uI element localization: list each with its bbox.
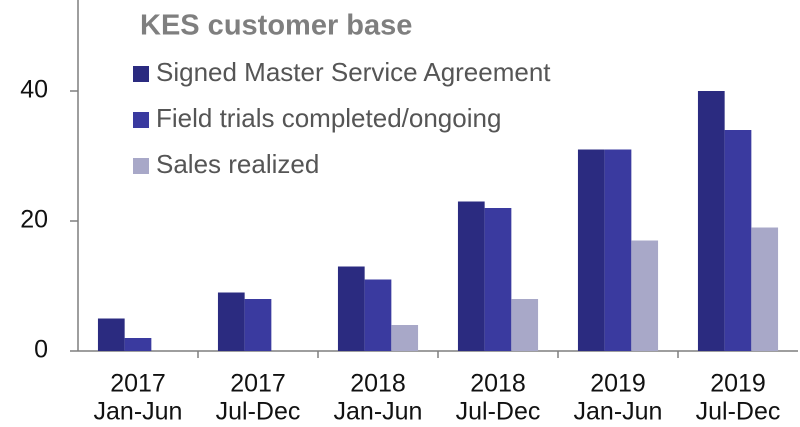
bar (457, 201, 485, 351)
y-tick-label: 0 (34, 336, 48, 364)
bar (124, 338, 152, 351)
x-tick-label: 2018 (350, 370, 406, 398)
bar (577, 149, 605, 351)
bar (697, 91, 725, 351)
bar (337, 266, 365, 351)
bar (391, 325, 419, 351)
bar (631, 240, 659, 351)
y-tick-label: 40 (20, 76, 48, 104)
legend-swatch (133, 66, 149, 82)
y-tick-label: 20 (20, 206, 48, 234)
legend-swatch (133, 112, 149, 128)
bar (364, 279, 392, 351)
bar (751, 227, 779, 351)
bar (217, 292, 245, 351)
x-tick-label: Jan-Jun (334, 398, 423, 426)
x-tick-label: 2018 (470, 370, 526, 398)
bar (244, 299, 272, 351)
bar (511, 299, 539, 351)
legend-label: Signed Master Service Agreement (156, 57, 551, 87)
x-tick-label: Jan-Jun (94, 398, 183, 426)
x-tick-label: 2017 (110, 370, 166, 398)
legend-label: Sales realized (156, 149, 319, 179)
legend-label: Field trials completed/ongoing (156, 103, 501, 133)
x-tick-label: Jul-Dec (456, 398, 541, 426)
x-tick-label: 2019 (590, 370, 646, 398)
x-tick-label: 2017 (230, 370, 286, 398)
legend-swatch (133, 158, 149, 174)
bar (484, 208, 512, 351)
x-tick-label: 2019 (710, 370, 766, 398)
bar (604, 149, 632, 351)
x-tick-label: Jan-Jun (574, 398, 663, 426)
bar (724, 130, 752, 351)
x-tick-label: Jul-Dec (696, 398, 781, 426)
chart-title: KES customer base (140, 10, 412, 42)
x-tick-label: Jul-Dec (216, 398, 301, 426)
bar (97, 318, 125, 351)
